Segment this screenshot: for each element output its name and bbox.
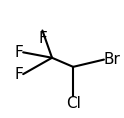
Text: Cl: Cl — [66, 96, 81, 111]
Text: F: F — [14, 67, 23, 82]
Text: F: F — [38, 31, 47, 46]
Text: F: F — [14, 45, 23, 60]
Text: Br: Br — [104, 52, 121, 67]
